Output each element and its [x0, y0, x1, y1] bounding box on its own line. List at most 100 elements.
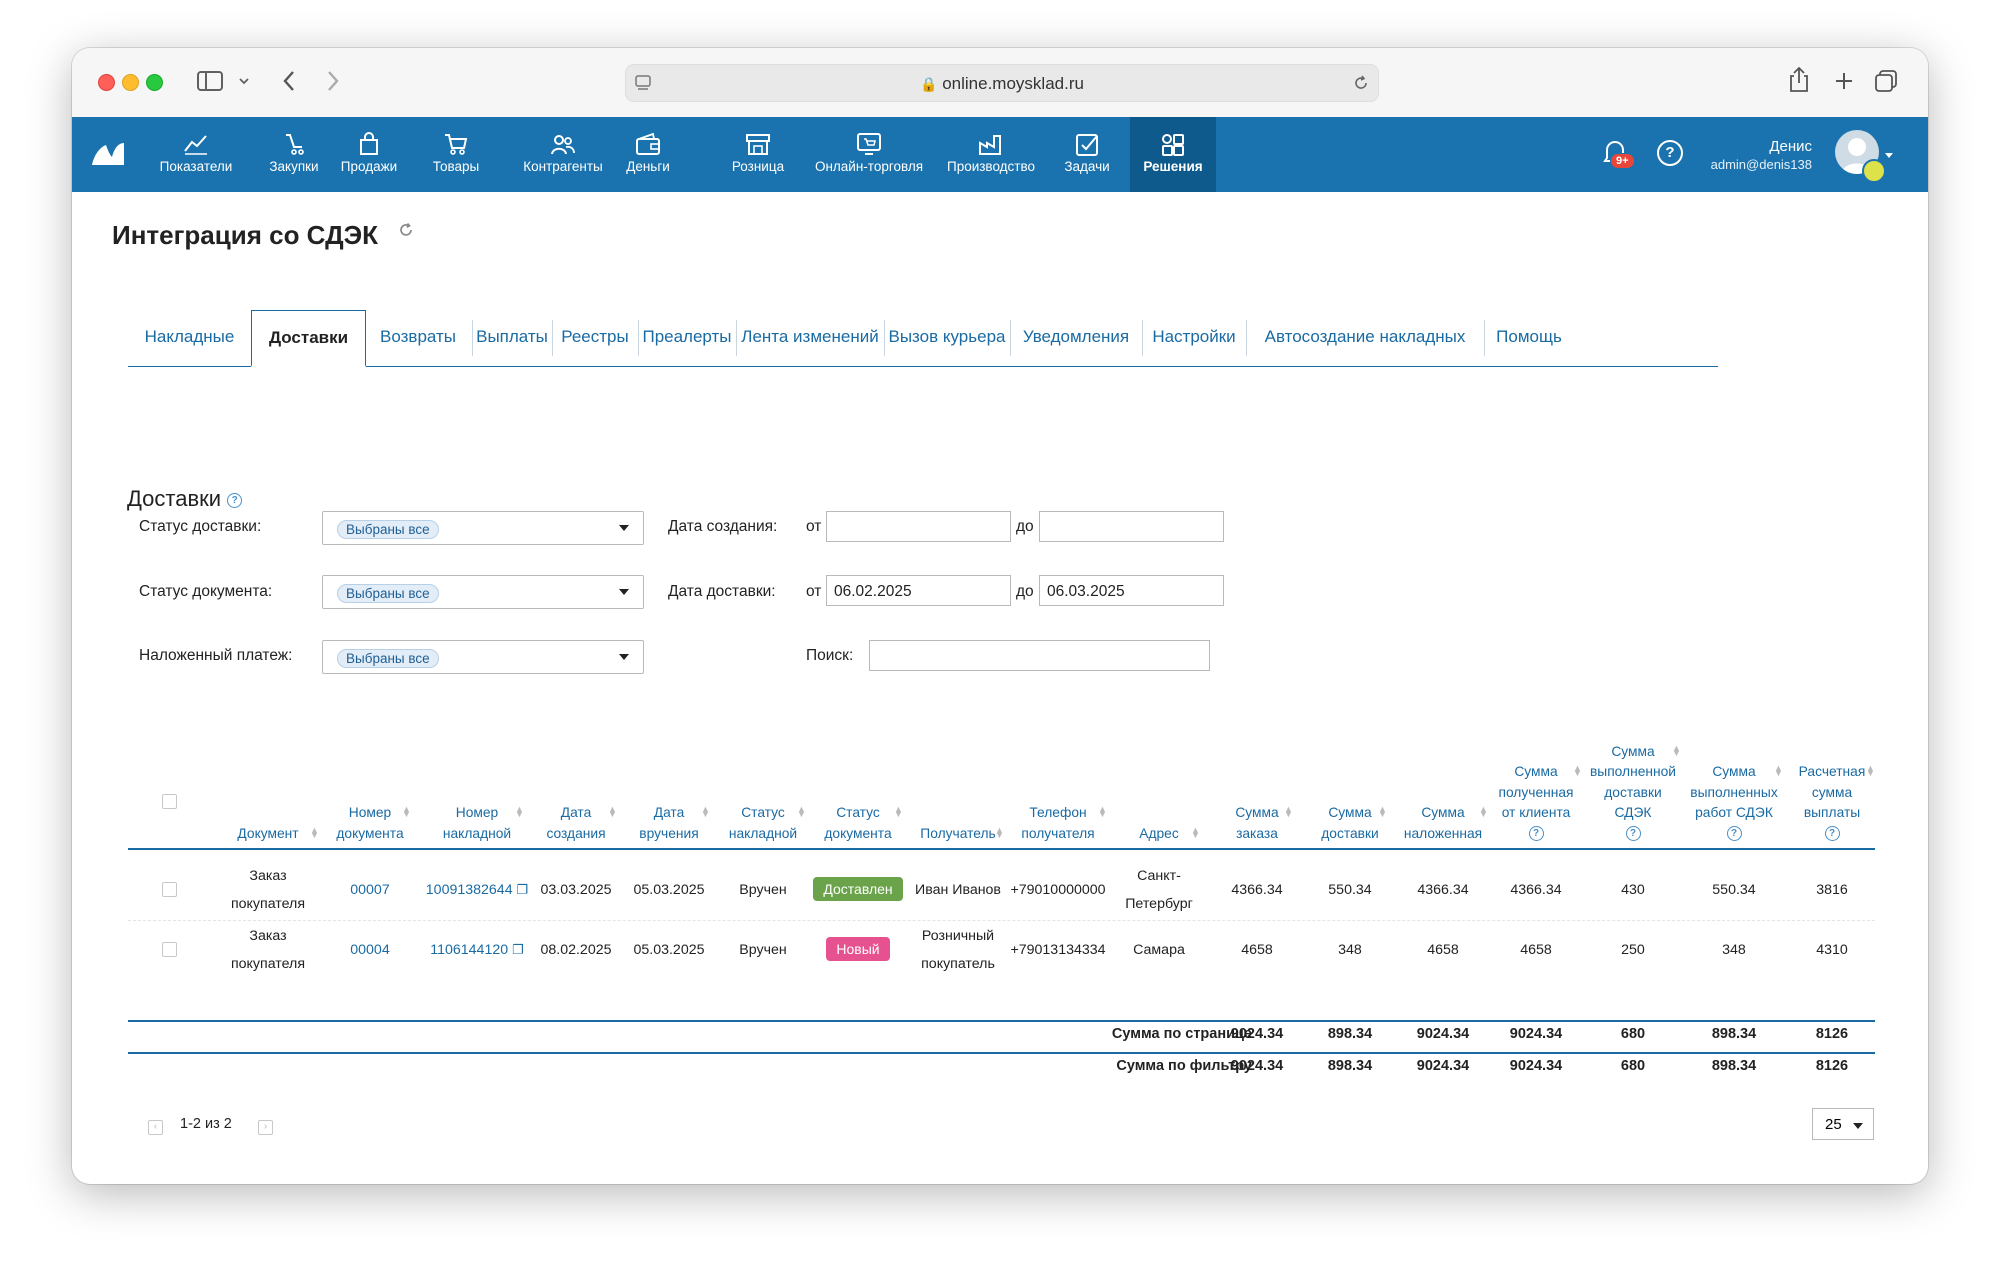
help-icon[interactable]: ?: [1657, 140, 1683, 166]
user-login[interactable]: admin@denis138: [1710, 157, 1812, 172]
column-header-payout-sum[interactable]: Расчетная сумма выплаты?: [1790, 762, 1874, 844]
tab-11[interactable]: Помощь: [1496, 327, 1562, 346]
column-help-icon[interactable]: ?: [1726, 826, 1742, 842]
nav-item-6[interactable]: Розница: [729, 117, 787, 192]
cell-doc-number[interactable]: 00004: [324, 936, 416, 964]
sort-arrows-icon[interactable]: ▲ ▼: [1284, 804, 1293, 819]
tab-8[interactable]: Уведомления: [1022, 327, 1130, 346]
next-page-button[interactable]: ›: [258, 1120, 273, 1135]
column-header-waybill-number[interactable]: Номер накладной: [431, 803, 523, 844]
close-window-button[interactable]: [98, 74, 115, 91]
new-tab-icon[interactable]: [1834, 71, 1854, 91]
column-header-order-sum[interactable]: Сумма заказа: [1222, 803, 1292, 844]
column-help-icon[interactable]: ?: [1824, 826, 1840, 842]
nav-item-0[interactable]: Показатели: [146, 117, 246, 192]
sort-arrows-icon[interactable]: ▲ ▼: [1573, 763, 1582, 778]
reload-icon[interactable]: [1352, 74, 1370, 92]
column-header-delivery-sum[interactable]: Сумма доставки: [1314, 803, 1386, 844]
section-help-icon[interactable]: ?: [227, 492, 243, 508]
nav-item-4[interactable]: Контрагенты: [516, 117, 610, 192]
sort-arrows-icon[interactable]: ▲ ▼: [1479, 804, 1488, 819]
user-menu-caret-icon[interactable]: [1885, 153, 1893, 158]
column-header-doc-status[interactable]: Статус документа: [814, 803, 902, 844]
column-header-address[interactable]: Адрес: [1119, 824, 1199, 845]
tab-10[interactable]: Автосоздание накладных: [1264, 327, 1466, 346]
delivery-status-select[interactable]: Выбраны все: [322, 511, 644, 545]
moysklad-logo-icon[interactable]: [90, 139, 126, 167]
nav-item-7[interactable]: Онлайн-торговля: [805, 117, 933, 192]
user-avatar[interactable]: [1835, 130, 1879, 174]
per-page-select[interactable]: 25: [1812, 1108, 1874, 1140]
cell-doc-number[interactable]: 00007: [324, 876, 416, 904]
sort-arrows-icon[interactable]: ▲ ▼: [894, 804, 903, 819]
search-input[interactable]: [869, 640, 1210, 671]
cell-waybill-number[interactable]: 1106144120 ❐: [430, 942, 524, 958]
delivery-from-input[interactable]: 06.02.2025: [826, 575, 1011, 606]
sort-arrows-icon[interactable]: ▲ ▼: [1866, 763, 1875, 778]
column-help-icon[interactable]: ?: [1625, 826, 1641, 842]
copy-icon[interactable]: ❐: [516, 882, 529, 897]
created-from-input[interactable]: [826, 511, 1011, 542]
created-to-input[interactable]: [1039, 511, 1224, 542]
share-icon[interactable]: [1788, 66, 1810, 94]
chevron-down-icon[interactable]: [238, 77, 250, 85]
zoom-window-button[interactable]: [146, 74, 163, 91]
sort-arrows-icon[interactable]: ▲ ▼: [515, 804, 524, 819]
column-header-cdek-works-sum[interactable]: Сумма выполненных работ СДЭК?: [1686, 762, 1782, 844]
sort-arrows-icon[interactable]: ▲ ▼: [1191, 824, 1200, 840]
forward-icon[interactable]: [326, 70, 340, 92]
nav-item-5[interactable]: Деньги: [619, 117, 677, 192]
sort-arrows-icon[interactable]: ▲ ▼: [608, 804, 617, 819]
copy-icon[interactable]: ❐: [512, 942, 524, 957]
tab-5[interactable]: Преалерты: [642, 327, 732, 346]
sort-arrows-icon[interactable]: ▲ ▼: [995, 824, 1004, 840]
nav-item-8[interactable]: Производство: [938, 117, 1044, 192]
tab-0[interactable]: Накладные: [144, 327, 235, 346]
nav-item-9[interactable]: Задачи: [1060, 117, 1114, 192]
tab-9[interactable]: Настройки: [1152, 327, 1236, 346]
sort-arrows-icon[interactable]: ▲ ▼: [1098, 804, 1107, 819]
sort-arrows-icon[interactable]: ▲ ▼: [1774, 763, 1783, 778]
tab-4[interactable]: Реестры: [561, 327, 629, 346]
tab-6[interactable]: Лента изменений: [741, 327, 879, 346]
tab-2[interactable]: Возвраты: [380, 327, 456, 346]
column-header-created[interactable]: Дата создания: [536, 803, 616, 844]
column-header-cod-sum[interactable]: Сумма наложенная: [1399, 803, 1487, 844]
delivery-to-input[interactable]: 06.03.2025: [1039, 575, 1224, 606]
column-help-icon[interactable]: ?: [1528, 826, 1544, 842]
column-header-doc-number[interactable]: Номер документа: [330, 803, 410, 844]
sort-arrows-icon[interactable]: ▲ ▼: [1672, 742, 1681, 758]
column-header-delivered[interactable]: Дата вручения: [629, 803, 709, 844]
refresh-icon[interactable]: [398, 222, 414, 238]
tab-1[interactable]: Доставки: [251, 310, 366, 367]
sort-arrows-icon[interactable]: ▲ ▼: [1378, 804, 1387, 819]
nav-item-2[interactable]: Продажи: [330, 117, 408, 192]
column-header-phone[interactable]: Телефон получателя: [1010, 803, 1106, 844]
sort-arrows-icon[interactable]: ▲ ▼: [701, 804, 710, 819]
column-header-waybill-status[interactable]: Статус накладной: [721, 803, 805, 844]
tab-3[interactable]: Выплаты: [476, 327, 548, 346]
sort-arrows-icon[interactable]: ▲ ▼: [402, 804, 411, 819]
row-checkbox[interactable]: [162, 882, 177, 897]
cod-select[interactable]: Выбраны все: [322, 640, 644, 674]
cell-waybill-number[interactable]: 10091382644 ❐: [425, 882, 529, 898]
minimize-window-button[interactable]: [122, 74, 139, 91]
nav-item-10[interactable]: Решения: [1130, 117, 1216, 192]
sort-arrows-icon[interactable]: ▲ ▼: [797, 804, 806, 819]
nav-item-3[interactable]: Товары: [425, 117, 487, 192]
nav-item-1[interactable]: Закупки: [256, 117, 332, 192]
tabs-overview-icon[interactable]: [1874, 69, 1898, 93]
back-icon[interactable]: [282, 70, 296, 92]
select-all-checkbox[interactable]: [162, 794, 177, 809]
sort-arrows-icon[interactable]: ▲ ▼: [310, 824, 319, 840]
column-header-recipient[interactable]: Получатель: [913, 824, 1003, 845]
prev-page-button[interactable]: ‹: [148, 1120, 163, 1135]
column-header-cdek-delivery-sum[interactable]: Сумма выполненной доставки СДЭК?: [1586, 742, 1680, 845]
row-checkbox[interactable]: [162, 942, 177, 957]
address-bar[interactable]: 🔒 online.moysklad.ru: [625, 64, 1379, 102]
user-name[interactable]: Денис: [1769, 138, 1812, 155]
column-header-received-sum[interactable]: Сумма полученная от клиента?: [1491, 762, 1581, 844]
document-status-select[interactable]: Выбраны все: [322, 575, 644, 609]
tab-7[interactable]: Вызов курьера: [888, 327, 1006, 346]
sidebar-toggle-icon[interactable]: [197, 70, 223, 92]
